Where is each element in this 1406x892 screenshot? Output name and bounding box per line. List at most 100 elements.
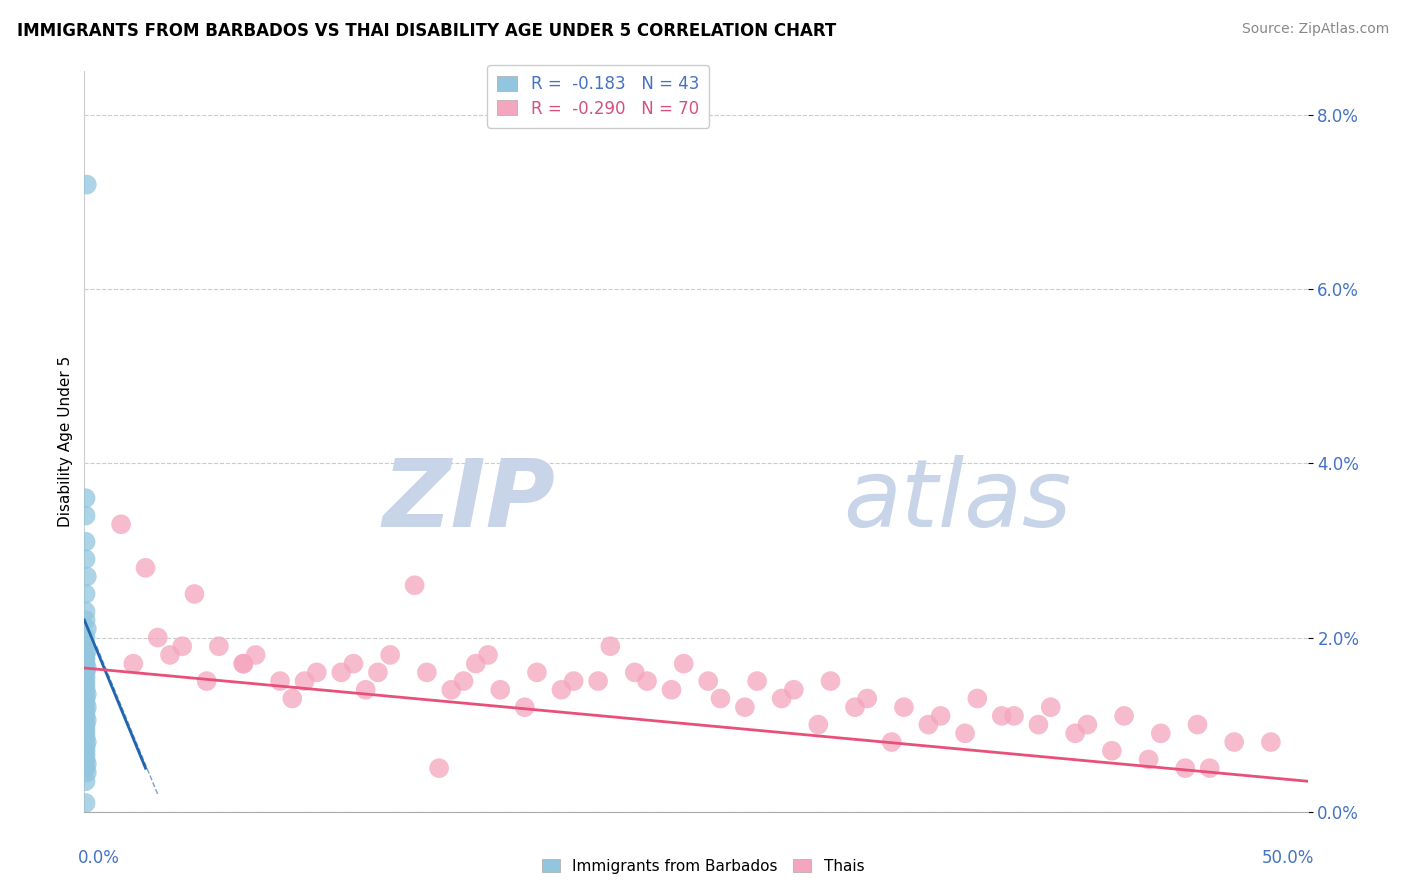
- Point: [526, 665, 548, 680]
- Point: [75, 696, 97, 710]
- Point: [807, 717, 830, 731]
- Point: [489, 682, 512, 697]
- Point: [76, 713, 98, 727]
- Point: [232, 657, 254, 671]
- Legend: R =  -0.183   N = 43, R =  -0.290   N = 70: R = -0.183 N = 43, R = -0.290 N = 70: [488, 65, 709, 128]
- Point: [1260, 735, 1282, 749]
- Point: [550, 682, 572, 697]
- Point: [75, 491, 97, 505]
- Point: [820, 674, 842, 689]
- Point: [75, 508, 97, 523]
- Point: [245, 648, 267, 662]
- Point: [734, 700, 756, 714]
- Point: [75, 731, 97, 745]
- Point: [586, 674, 609, 689]
- Point: [636, 674, 658, 689]
- Point: [110, 517, 132, 532]
- Point: [1002, 709, 1025, 723]
- Point: [1076, 717, 1098, 731]
- Point: [75, 774, 97, 789]
- Point: [893, 700, 915, 714]
- Point: [146, 631, 169, 645]
- Point: [1028, 717, 1050, 731]
- Point: [75, 709, 97, 723]
- Point: [75, 682, 97, 697]
- Point: [75, 722, 97, 736]
- Point: [624, 665, 647, 680]
- Point: [75, 717, 97, 731]
- Point: [453, 674, 475, 689]
- Point: [159, 648, 181, 662]
- Point: [75, 657, 97, 671]
- Point: [76, 622, 98, 636]
- Point: [697, 674, 720, 689]
- Point: [770, 691, 793, 706]
- Point: [75, 726, 97, 740]
- Point: [269, 674, 291, 689]
- Text: Source: ZipAtlas.com: Source: ZipAtlas.com: [1241, 22, 1389, 37]
- Text: 0.0%: 0.0%: [79, 849, 120, 867]
- Point: [1150, 726, 1173, 740]
- Point: [709, 691, 731, 706]
- Point: [75, 752, 97, 766]
- Point: [75, 534, 97, 549]
- Point: [75, 670, 97, 684]
- Point: [783, 682, 806, 697]
- Point: [1174, 761, 1197, 775]
- Point: [76, 569, 98, 583]
- Point: [75, 639, 97, 653]
- Point: [747, 674, 769, 689]
- Point: [966, 691, 988, 706]
- Point: [172, 639, 194, 653]
- Point: [75, 587, 97, 601]
- Point: [380, 648, 402, 662]
- Point: [75, 631, 97, 645]
- Point: [75, 674, 97, 689]
- Point: [929, 709, 952, 723]
- Point: [122, 657, 145, 671]
- Point: [76, 756, 98, 771]
- Point: [1101, 744, 1123, 758]
- Point: [880, 735, 903, 749]
- Point: [856, 691, 879, 706]
- Point: [75, 678, 97, 692]
- Point: [404, 578, 426, 592]
- Point: [76, 735, 98, 749]
- Point: [991, 709, 1014, 723]
- Point: [75, 648, 97, 662]
- Text: IMMIGRANTS FROM BARBADOS VS THAI DISABILITY AGE UNDER 5 CORRELATION CHART: IMMIGRANTS FROM BARBADOS VS THAI DISABIL…: [17, 22, 837, 40]
- Point: [76, 765, 98, 780]
- Point: [76, 700, 98, 714]
- Point: [75, 761, 97, 775]
- Point: [75, 744, 97, 758]
- Point: [1137, 752, 1160, 766]
- Point: [75, 652, 97, 666]
- Y-axis label: Disability Age Under 5: Disability Age Under 5: [58, 356, 73, 527]
- Text: ZIP: ZIP: [382, 455, 555, 547]
- Point: [440, 682, 463, 697]
- Point: [661, 682, 683, 697]
- Point: [183, 587, 205, 601]
- Legend: Immigrants from Barbados, Thais: Immigrants from Barbados, Thais: [536, 853, 870, 880]
- Point: [75, 796, 97, 810]
- Point: [367, 665, 389, 680]
- Point: [135, 561, 157, 575]
- Point: [427, 761, 450, 775]
- Point: [844, 700, 866, 714]
- Point: [1198, 761, 1220, 775]
- Point: [464, 657, 486, 671]
- Point: [1223, 735, 1246, 749]
- Point: [477, 648, 499, 662]
- Text: 50.0%: 50.0%: [1261, 849, 1313, 867]
- Point: [513, 700, 536, 714]
- Point: [232, 657, 254, 671]
- Point: [75, 691, 97, 706]
- Point: [75, 665, 97, 680]
- Point: [1114, 709, 1136, 723]
- Point: [917, 717, 939, 731]
- Point: [75, 739, 97, 754]
- Point: [1187, 717, 1209, 731]
- Point: [1039, 700, 1062, 714]
- Point: [1064, 726, 1087, 740]
- Point: [76, 661, 98, 675]
